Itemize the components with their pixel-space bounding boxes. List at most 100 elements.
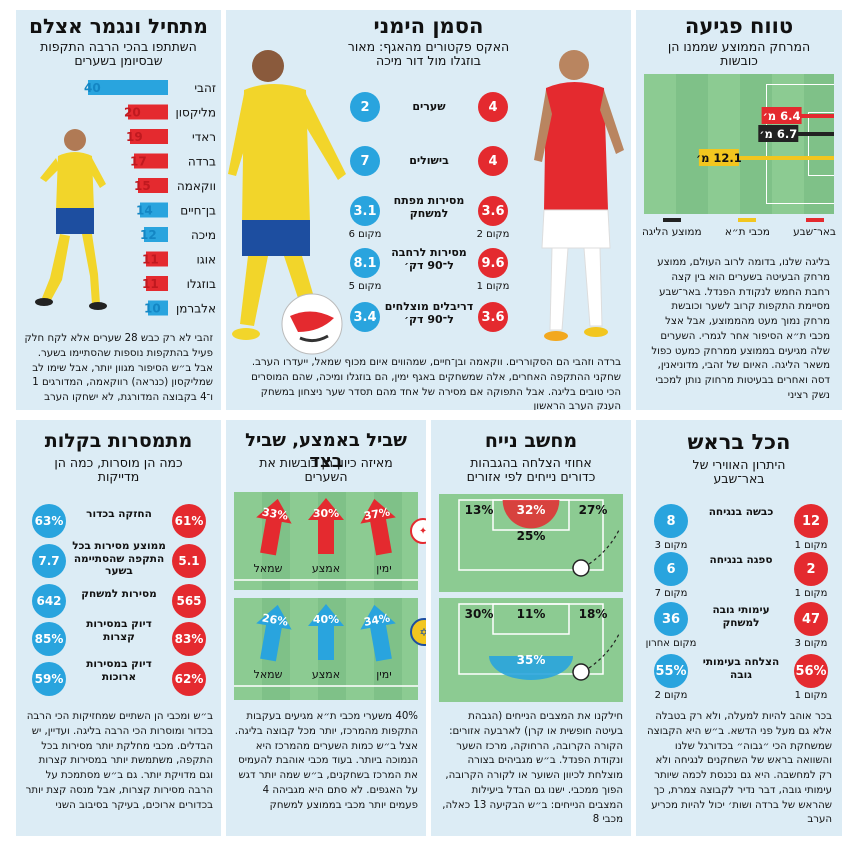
panel-subtitle: המרחק הממוצע שממנו הן כובשות bbox=[667, 39, 811, 69]
bar-value-label: 10 bbox=[144, 302, 161, 316]
stat-label: בישולים bbox=[409, 154, 449, 167]
distance-label: 6.7 מ׳ bbox=[759, 127, 797, 141]
stat-label: עימותי גובה למשחק bbox=[712, 604, 770, 629]
beersheva-rank: מקום 1 bbox=[794, 690, 828, 701]
panel-body-text: 40% משערי מכבי ת״א מגיעים בעקבות התקפות … bbox=[234, 711, 418, 811]
bar-value-label: 11 bbox=[142, 253, 159, 267]
lane-label: אמצע bbox=[312, 668, 340, 681]
red-player-illustration bbox=[534, 50, 624, 341]
maccabi-stat-circle: 8.1 bbox=[350, 248, 380, 278]
panel-body-text: בליגה שלנו, בדומה לרוב העולם, ממוצע מרחק… bbox=[651, 257, 830, 402]
stat-label: ממוצע מסירות בכל התקפה שהסתיימה בשער bbox=[72, 540, 166, 578]
player-bar bbox=[148, 300, 168, 316]
maccabi-rank: מקום 7 bbox=[654, 588, 688, 599]
player-name-label: מליקסון bbox=[176, 106, 217, 120]
bar-value-label: 14 bbox=[136, 204, 153, 218]
beersheva-stat-circle: 5.1 bbox=[172, 544, 206, 578]
lanes-arrow-chart: 37% ימין 30% אמצע 33% שמאל 34% ימין 40% אמצע 26% שמ… bbox=[234, 498, 418, 687]
bar-value-label: 40 bbox=[84, 81, 101, 95]
beersheva-rank: מקום 1 bbox=[794, 588, 828, 599]
ball-icon bbox=[281, 293, 343, 355]
maccabi-stat-circle: 55% bbox=[654, 654, 688, 688]
maccabi-stat-circle: 642 bbox=[32, 584, 66, 618]
bar-value-label: 19 bbox=[126, 130, 143, 144]
lane-arrow bbox=[256, 604, 292, 662]
stat-label: דיוק במסירות ארוכות bbox=[86, 658, 152, 683]
player-bar bbox=[128, 104, 168, 120]
stat-label: כבשה בנגיחה bbox=[708, 506, 774, 518]
lane-value-label: 30% bbox=[313, 507, 339, 520]
maccabi-logo-icon: ✡ bbox=[410, 618, 426, 646]
panel-body-text: ברדה וזהבי הם הסקוררים. ווקאמה ובן־חיים,… bbox=[251, 357, 621, 410]
player-bar bbox=[146, 251, 168, 267]
panel-title: טווח פגיעה bbox=[684, 14, 794, 38]
panel-body-text: חילקנו את המצבים הנייחים (הגבהת בעיטה חו… bbox=[442, 711, 623, 826]
bar-value-label: 12 bbox=[140, 228, 157, 242]
player-bar bbox=[138, 178, 168, 193]
panel-body-text: ב״ש ומכבי הן השתיים שמחזיקות הכי הרבה בכ… bbox=[25, 711, 213, 811]
panel-body-text: זהבי לא רק כבש 28 שערים אלא לקח חלק פעיל… bbox=[24, 333, 213, 404]
panel-body-text: בכר אוהב להיות למעלה, ולא רק בטבלה אלא ג… bbox=[647, 711, 832, 826]
maccabi-stat-circle: 3.4 bbox=[350, 302, 380, 332]
distance-tag bbox=[758, 125, 799, 142]
player-name-label: זהבי bbox=[194, 81, 216, 95]
distance-label: 12.1 מ׳ bbox=[696, 151, 742, 165]
beersheva-stat-circle: 2 bbox=[794, 552, 828, 586]
beersheva-stat-circle: 47 bbox=[794, 602, 828, 636]
player-name-label: ברדה bbox=[188, 155, 216, 169]
stat-label: החזקה בכדור bbox=[86, 508, 152, 520]
player-name-label: בוזגלו bbox=[187, 277, 216, 291]
zone-value-label: 25% bbox=[517, 529, 546, 543]
panel-headers: הכל בראש היתרון האווירי של באר־שבע 12 8 כב… bbox=[636, 420, 842, 836]
ball-icon bbox=[572, 663, 590, 681]
maccabi-rank: מקום 2 bbox=[654, 690, 688, 701]
panel-subtitle: האקס פקטורים מהאגף: מאור בוזגלו מול דור … bbox=[347, 39, 510, 69]
maccabi-rank: מקום 6 bbox=[348, 229, 382, 240]
zone-goal-centre bbox=[502, 500, 560, 529]
stat-label: מסירות למשחק bbox=[81, 588, 157, 600]
player-illustration bbox=[35, 129, 107, 310]
stat-label: ספגה בנגיחה bbox=[709, 554, 773, 566]
beersheva-stat-circle: 4 bbox=[478, 92, 508, 122]
zone-value-label: 30% bbox=[465, 607, 494, 621]
beersheva-stat-circle: 3.6 bbox=[478, 302, 508, 332]
beersheva-rank: מקום 2 bbox=[476, 229, 510, 240]
lane-value-label: 33% bbox=[261, 505, 289, 522]
chart-legend: באר־שבע מכבי ת״א ממוצע הליגה bbox=[642, 218, 836, 238]
lane-value-label: 26% bbox=[261, 611, 289, 628]
panel-assist-chart: מתחיל ונגמר אצלם השתתפו בהכי הרבה התקפות… bbox=[16, 10, 221, 410]
maccabi-stat-circle: 6 bbox=[654, 552, 688, 586]
maccabi-rank: מקום אחרון bbox=[645, 638, 697, 649]
lane-label: אמצע bbox=[312, 562, 340, 575]
zone-penalty-spot bbox=[489, 656, 573, 680]
panel-attack-lanes: שביל באמצע, שביל בצד מאיזה כיוון הן כובש… bbox=[226, 420, 426, 836]
maccabi-stat-circle: 36 bbox=[654, 602, 688, 636]
player-bar bbox=[134, 153, 168, 169]
maccabi-stat-circle: 7.7 bbox=[32, 544, 66, 578]
beersheva-stat-circle: 3.6 bbox=[478, 196, 508, 226]
setpiece-heatmap: 13% 27% 32% 25% 30% 18% 11% 35% bbox=[458, 499, 620, 681]
beersheva-stat-circle: 61% bbox=[172, 504, 206, 538]
zone-value-label: 27% bbox=[579, 503, 608, 517]
panel-title: מתחיל ונגמר אצלם bbox=[29, 14, 208, 38]
lane-arrow bbox=[360, 604, 396, 662]
distance-label: 6.4 מ׳ bbox=[763, 109, 801, 123]
player-name-label: ראדי bbox=[192, 130, 216, 144]
panel-title: מחשב נייח bbox=[484, 430, 578, 452]
maccabi-stat-circle: 7 bbox=[350, 146, 380, 176]
panel-title: הסמן הימני bbox=[373, 14, 484, 38]
lane-value-label: 40% bbox=[313, 613, 339, 626]
lane-arrow bbox=[256, 498, 292, 556]
legend-item-beersheva: באר־שבע bbox=[793, 218, 836, 238]
legend-item-maccabi: מכבי ת״א bbox=[725, 218, 770, 238]
lane-label: שמאל bbox=[254, 562, 283, 575]
lane-label: ימין bbox=[376, 668, 391, 681]
maccabi-rank: מקום 5 bbox=[348, 281, 382, 292]
bar-value-label: 15 bbox=[134, 179, 151, 193]
panel-set-pieces: מחשב נייח אחוזי הצלחה בהגבהות כדורים ניי… bbox=[431, 420, 631, 836]
bar-value-label: 17 bbox=[130, 155, 147, 169]
beersheva-stat-circle: 4 bbox=[478, 146, 508, 176]
player-name-label: בן־חיים bbox=[180, 204, 216, 218]
maccabi-rank: מקום 3 bbox=[654, 540, 688, 551]
player-name-label: אוגו bbox=[196, 253, 216, 267]
